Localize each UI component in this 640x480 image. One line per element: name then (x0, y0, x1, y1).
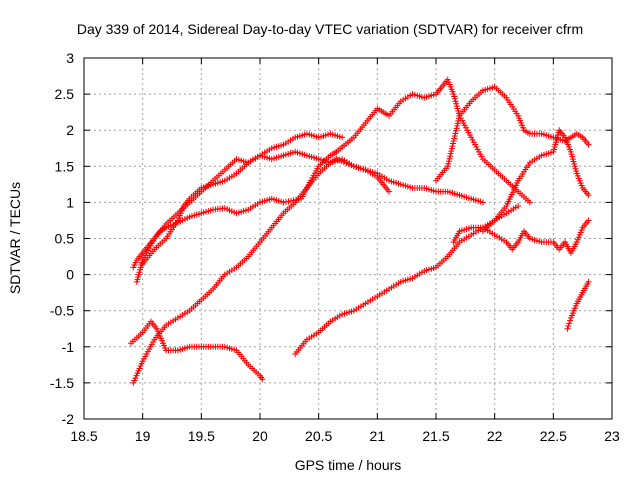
data-point-marker (585, 141, 592, 148)
y-tick-label: 1 (66, 194, 74, 210)
data-point-marker (445, 160, 452, 167)
data-point-marker (282, 198, 289, 205)
data-point-marker (567, 317, 574, 324)
data-point-marker (446, 155, 453, 162)
y-axis-label: SDTVAR / TECUs (7, 182, 23, 294)
data-point-marker (338, 158, 345, 165)
x-tick-label: 21.5 (422, 428, 449, 444)
data-point-marker (335, 157, 342, 164)
x-tick-label: 18.5 (70, 428, 97, 444)
x-tick-label: 22.5 (540, 428, 567, 444)
x-tick-label: 20 (252, 428, 268, 444)
y-tick-label: -1.5 (50, 375, 74, 391)
data-point-marker (564, 325, 571, 332)
x-tick-label: 20.5 (305, 428, 332, 444)
data-point-marker (448, 148, 455, 155)
x-axis-label: GPS time / hours (295, 457, 402, 473)
data-point-marker (526, 199, 533, 206)
data-point-marker (452, 127, 459, 134)
data-point-marker (448, 145, 455, 152)
x-tick-label: 19 (135, 428, 151, 444)
data-point-marker (444, 163, 451, 170)
data-point-marker (451, 135, 458, 142)
plot-frame (83, 57, 613, 420)
grid (84, 58, 612, 419)
data-point-marker (453, 125, 460, 132)
data-point-marker (450, 138, 457, 145)
data-point-marker (345, 161, 352, 168)
x-tick-label: 19.5 (188, 428, 215, 444)
data-point-marker (454, 122, 461, 129)
data-point-marker (447, 153, 454, 160)
data-point-marker (333, 156, 340, 163)
x-tick-label: 23 (604, 428, 620, 444)
data-point-marker (479, 199, 486, 206)
data-point-marker (445, 158, 452, 165)
data-point-marker (339, 134, 346, 141)
y-tick-label: 2.5 (55, 86, 75, 102)
data-point-marker (348, 162, 355, 169)
data-point-marker (340, 159, 347, 166)
data-point-marker (386, 188, 393, 195)
data-point-marker (280, 199, 287, 206)
data-point-marker (455, 115, 462, 122)
data-point-marker (449, 143, 456, 150)
data-point-marker (585, 192, 592, 199)
data-point-marker (285, 198, 292, 205)
data-point-marker (447, 150, 454, 157)
data-point-marker (343, 160, 350, 167)
chart-title: Day 339 of 2014, Sidereal Day-to-day VTE… (77, 21, 583, 37)
y-tick-label: 1.5 (55, 158, 75, 174)
data-point-marker (566, 320, 573, 327)
data-point-marker (455, 117, 462, 124)
data-point-marker (288, 197, 295, 204)
axis-ticks: 18.5 19 19.5 20 20.5 21 21.5 22 22.5 23-2-1.5-1-0… (50, 50, 620, 444)
y-tick-label: -1 (62, 339, 75, 355)
data-point-marker (585, 217, 592, 224)
x-tick-label: 21 (370, 428, 386, 444)
data-point-marker (454, 120, 461, 127)
data-point-marker (259, 376, 266, 383)
y-tick-label: -0.5 (50, 303, 74, 319)
y-tick-label: 3 (66, 50, 74, 66)
data-point-marker (452, 130, 459, 137)
data-point-marker (565, 323, 572, 330)
data-points (127, 76, 592, 386)
y-tick-label: 0.5 (55, 231, 75, 247)
y-tick-label: 2 (66, 122, 74, 138)
data-point-marker (585, 278, 592, 285)
x-tick-label: 22 (487, 428, 503, 444)
data-point-marker (451, 132, 458, 139)
y-tick-label: 0 (66, 267, 74, 283)
y-tick-label: -2 (62, 411, 75, 427)
data-point-marker (450, 140, 457, 147)
data-point-marker (515, 203, 522, 210)
